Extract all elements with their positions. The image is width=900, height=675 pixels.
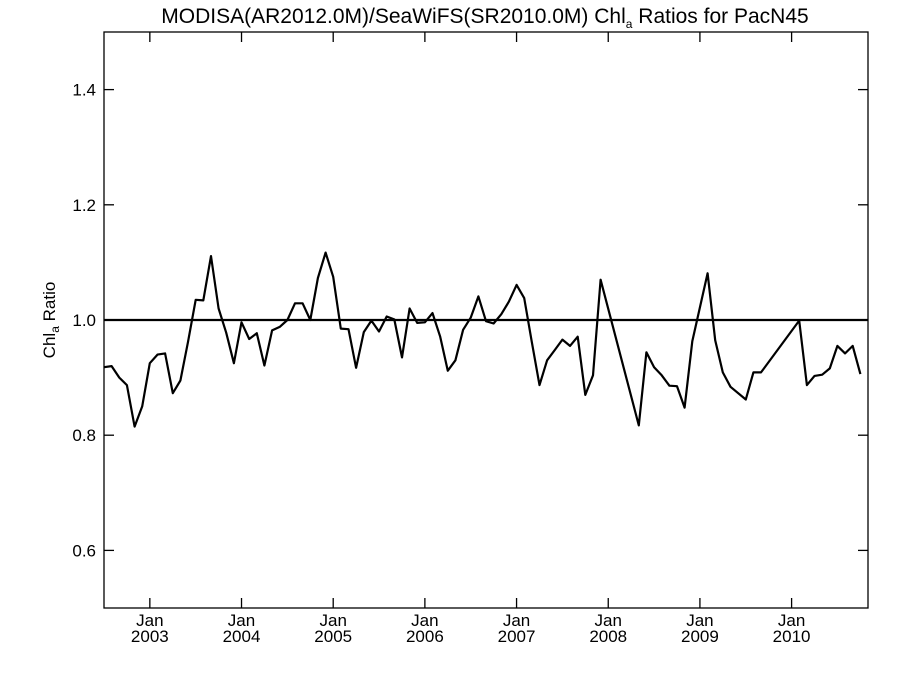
title-text: MODISA(AR2012.0M)/SeaWiFS(SR2010.0M) Chl (161, 5, 625, 28)
x-tick-year-label: 2006 (406, 627, 444, 646)
y-axis-label: Chla Ratio (40, 282, 62, 359)
y-axis: 0.6 0.8 1.0 1.2 1.4 (72, 81, 868, 560)
x-tick-month-label: Jan (136, 611, 163, 630)
x-tick-year-label: 2008 (589, 627, 627, 646)
ylabel-text-end: Ratio (40, 282, 59, 326)
y-tick-label: 1.4 (72, 81, 96, 100)
x-tick-year-label: 2005 (314, 627, 352, 646)
x-tick-month-label: Jan (595, 611, 622, 630)
title-text-end: Ratios for PacN45 (632, 5, 808, 28)
y-tick-label: 1.0 (72, 311, 96, 330)
x-tick-month-label: Jan (411, 611, 438, 630)
ylabel-text: Chl (40, 333, 59, 359)
x-tick-year-label: 2009 (681, 627, 719, 646)
x-tick-month-label: Jan (686, 611, 713, 630)
y-tick-label: 0.6 (72, 541, 96, 560)
x-tick-year-label: 2004 (223, 627, 261, 646)
x-tick-month-label: Jan (228, 611, 255, 630)
ylabel-subscript: a (48, 326, 62, 333)
title-subscript: a (626, 17, 633, 31)
x-tick-month-label: Jan (503, 611, 530, 630)
x-tick-year-label: 2003 (131, 627, 169, 646)
x-tick-year-label: 2007 (498, 627, 536, 646)
y-tick-label: 1.2 (72, 196, 96, 215)
x-tick-year-label: 2010 (773, 627, 811, 646)
chart-title: MODISA(AR2012.0M)/SeaWiFS(SR2010.0M) Chl… (161, 5, 808, 31)
y-tick-label: 0.8 (72, 426, 96, 445)
ratio-series-line (103, 251, 862, 428)
x-tick-month-label: Jan (319, 611, 346, 630)
x-tick-month-label: Jan (778, 611, 805, 630)
x-axis: Jan2003Jan2004Jan2005Jan2006Jan2007Jan20… (131, 32, 811, 646)
